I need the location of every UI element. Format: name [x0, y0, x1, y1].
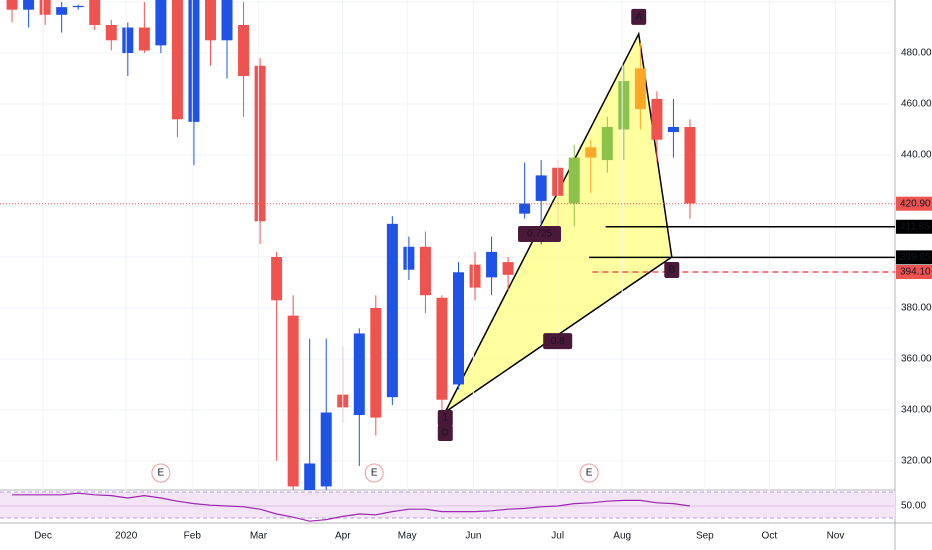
- y-tick-label: 480.00: [901, 48, 932, 59]
- y-tick-label: 360.00: [901, 354, 932, 365]
- candle-body: [39, 0, 51, 15]
- x-tick-label: Aug: [613, 531, 631, 542]
- candle-body: [6, 0, 18, 10]
- candle-body: [601, 126, 613, 161]
- earnings-label: E: [371, 468, 378, 479]
- pattern-label-bg: [437, 424, 453, 441]
- candle-body: [535, 175, 547, 201]
- x-tick-label: Feb: [184, 531, 202, 542]
- candle-body: [353, 333, 365, 416]
- candle-body: [419, 246, 431, 296]
- pattern-label-bg: [631, 8, 647, 25]
- pattern-label-bg: [543, 333, 573, 350]
- y-tick-label: 380.00: [901, 303, 932, 314]
- pattern-label: 0.725: [527, 229, 552, 240]
- candle-body: [370, 307, 382, 418]
- candle-body: [502, 262, 514, 275]
- candle-body: [618, 81, 630, 130]
- candle-body: [469, 264, 481, 288]
- x-tick-label: Jul: [551, 531, 564, 542]
- candle-body: [568, 157, 580, 204]
- price-label-bg: [896, 219, 932, 234]
- x-tick-label: Sep: [696, 531, 714, 542]
- candle-body: [122, 27, 134, 54]
- candle-body: [254, 65, 266, 222]
- price-label: 411.85: [900, 221, 930, 232]
- candle-body: [436, 297, 448, 400]
- candle-body: [634, 68, 646, 110]
- y-tick-label: 340.00: [901, 405, 932, 416]
- candle-body: [452, 272, 464, 385]
- x-tick-label: May: [398, 531, 417, 542]
- candle-body: [221, 0, 233, 41]
- pattern-label: 0.8: [551, 336, 565, 347]
- candle-body: [204, 0, 216, 41]
- rsi-band: [0, 492, 895, 518]
- candle-body: [155, 0, 167, 46]
- candle-body: [651, 98, 663, 140]
- candle-body: [238, 24, 250, 76]
- candle-body: [519, 203, 531, 214]
- price-label: 399.85: [900, 252, 931, 263]
- candle-body: [105, 24, 117, 41]
- candle-body: [89, 0, 101, 25]
- candle-body: [320, 412, 332, 487]
- x-tick-label: Dec: [34, 531, 52, 542]
- candle-body: [138, 27, 150, 51]
- earnings-label: E: [586, 468, 593, 479]
- candle-body: [667, 126, 679, 133]
- candle-body: [403, 246, 415, 270]
- candle-body: [56, 7, 68, 15]
- earnings-marker: [364, 463, 384, 483]
- earnings-label: E: [158, 468, 165, 479]
- price-label-bg: [896, 196, 932, 211]
- price-label-bg: [896, 250, 932, 265]
- candle-body: [585, 147, 597, 158]
- x-tick-label: Oct: [762, 531, 778, 542]
- candle-body: [304, 463, 316, 490]
- price-pane: [0, 0, 895, 490]
- pattern-label-bg: [518, 226, 562, 243]
- candle-body: [287, 315, 299, 487]
- x-tick-label: Jun: [465, 531, 481, 542]
- pattern-label: 1: [442, 413, 448, 424]
- candle-body: [72, 5, 84, 8]
- y-tick-label: 320.00: [901, 456, 932, 467]
- candle-body: [271, 256, 283, 301]
- earnings-marker: [151, 463, 171, 483]
- pattern-label: B: [668, 265, 675, 276]
- candle-body: [23, 0, 35, 10]
- rsi-tick-label: 50.00: [901, 501, 926, 512]
- x-tick-label: Mar: [250, 531, 268, 542]
- y-tick-label: 460.00: [901, 99, 932, 110]
- rsi-line: [12, 492, 691, 522]
- x-tick-label: Apr: [335, 531, 351, 542]
- pattern-label: D: [442, 428, 449, 439]
- candle-body: [188, 0, 200, 122]
- x-tick-label: Nov: [827, 531, 845, 542]
- x-tick-label: 2020: [115, 531, 138, 542]
- candle-body: [386, 223, 398, 398]
- candle-body: [171, 0, 183, 120]
- price-label: 420.90: [900, 198, 931, 209]
- price-label-bg: [896, 265, 932, 280]
- pattern-label-bg: [664, 261, 680, 278]
- pattern-label: A: [635, 12, 642, 23]
- candle-body: [486, 251, 498, 278]
- candle-body: [684, 126, 696, 204]
- y-tick-label: 440.00: [901, 150, 932, 161]
- earnings-marker: [579, 463, 599, 483]
- price-label: 394.10: [900, 267, 931, 278]
- pattern-label-bg: [437, 409, 453, 426]
